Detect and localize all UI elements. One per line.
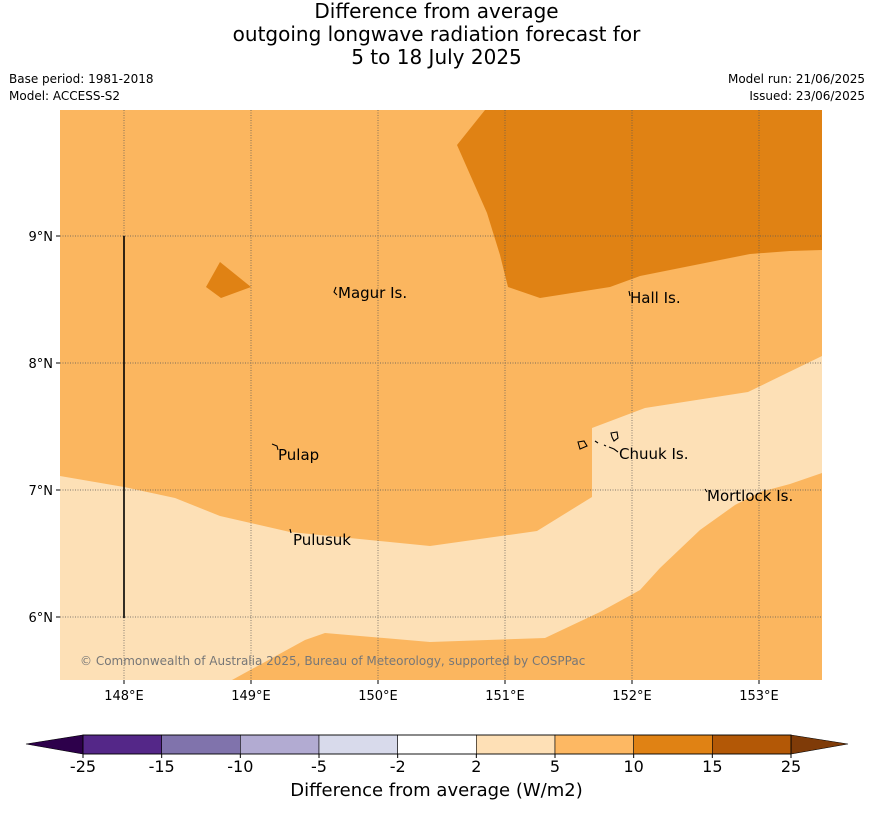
label-mortlock: Mortlock Is. (707, 487, 793, 505)
label-pulap: Pulap (278, 446, 319, 464)
island-pulap (271, 443, 279, 451)
copyright-text: © Commonwealth of Australia 2025, Bureau… (80, 654, 585, 668)
colorbar-under-arrow (25, 734, 84, 755)
colorbar-tick-label: -2 (390, 757, 406, 776)
longitude-axis (123, 680, 760, 684)
lon-tick-label: 152°E (612, 689, 652, 704)
colorbar-tick-label: -15 (149, 757, 175, 776)
colorbar-over-arrow (790, 734, 849, 755)
label-magur: Magur Is. (338, 284, 407, 302)
map-title: Difference from average outgoing longwav… (0, 0, 873, 69)
region-5-to-10-south (60, 473, 822, 680)
title-line-2: outgoing longwave radiation forecast for (232, 22, 641, 46)
base-period: Base period: 1981-2018 (9, 72, 154, 86)
lat-tick-label: 7°N (29, 484, 54, 499)
latitude-axis (56, 235, 60, 618)
label-pulusuk: Pulusuk (293, 531, 351, 549)
lon-tick-label: 153°E (739, 689, 779, 704)
island-chuuk (577, 431, 619, 453)
colorbar-tick-label: 15 (702, 757, 722, 776)
island-mortlock (704, 488, 708, 493)
colorbar-cell (161, 734, 241, 755)
colorbar-tick-label: 10 (623, 757, 643, 776)
colorbar-cell (397, 734, 477, 755)
colorbar-cell (712, 734, 792, 755)
colorbar-cell (554, 734, 634, 755)
lon-tick-label: 149°E (231, 689, 271, 704)
colorbar-cell (476, 734, 556, 755)
map-area: Magur Is. Hall Is. Pulap Chuuk Is. Mortl… (60, 110, 822, 680)
colorbar-tick-label: -25 (70, 757, 96, 776)
issued-date: Issued: 23/06/2025 (749, 89, 865, 103)
island-magur (333, 286, 338, 296)
colorbar-label: Difference from average (W/m2) (290, 780, 583, 801)
lon-tick-label: 150°E (358, 689, 398, 704)
lon-tick-label: 148°E (104, 689, 144, 704)
label-chuuk: Chuuk Is. (619, 445, 688, 463)
latitude-labels: 9°N 8°N 7°N 6°N (29, 230, 54, 626)
meta-left: Base period: 1981-2018 Model: ACCESS-S2 (9, 71, 154, 105)
region-10-to-15-small (206, 262, 251, 298)
colorbar-cell (633, 734, 713, 755)
label-hall: Hall Is. (630, 289, 681, 307)
island-marks (271, 286, 708, 534)
lat-tick-label: 8°N (29, 357, 54, 372)
colorbar-tick-label: 25 (781, 757, 801, 776)
lon-tick-label: 151°E (485, 689, 525, 704)
colorbar: -25 -15 -10 -5 -2 2 5 10 15 25 (25, 734, 849, 776)
model-name: Model: ACCESS-S2 (9, 89, 121, 103)
title-line-3: 5 to 18 July 2025 (351, 45, 522, 69)
colorbar-tick-label: -5 (311, 757, 327, 776)
colorbar-tick-label: 5 (550, 757, 560, 776)
title-line-1: Difference from average (314, 0, 559, 23)
longitude-labels: 148°E 149°E 150°E 151°E 152°E 153°E (104, 689, 779, 704)
lat-tick-label: 9°N (29, 230, 54, 245)
colorbar-cell (82, 734, 162, 755)
colorbar-tick-label: 2 (471, 757, 481, 776)
gridlines (60, 110, 822, 680)
colorbar-cell (318, 734, 398, 755)
model-run: Model run: 21/06/2025 (727, 72, 865, 86)
region-10-to-15 (457, 110, 822, 298)
lat-tick-label: 6°N (29, 611, 54, 626)
meta-right: Model run: 21/06/2025 Issued: 23/06/2025 (728, 71, 865, 105)
colorbar-tick-label: -10 (227, 757, 253, 776)
island-hall (628, 290, 631, 297)
colorbar-cell (240, 734, 320, 755)
island-pulusuk (289, 528, 292, 534)
